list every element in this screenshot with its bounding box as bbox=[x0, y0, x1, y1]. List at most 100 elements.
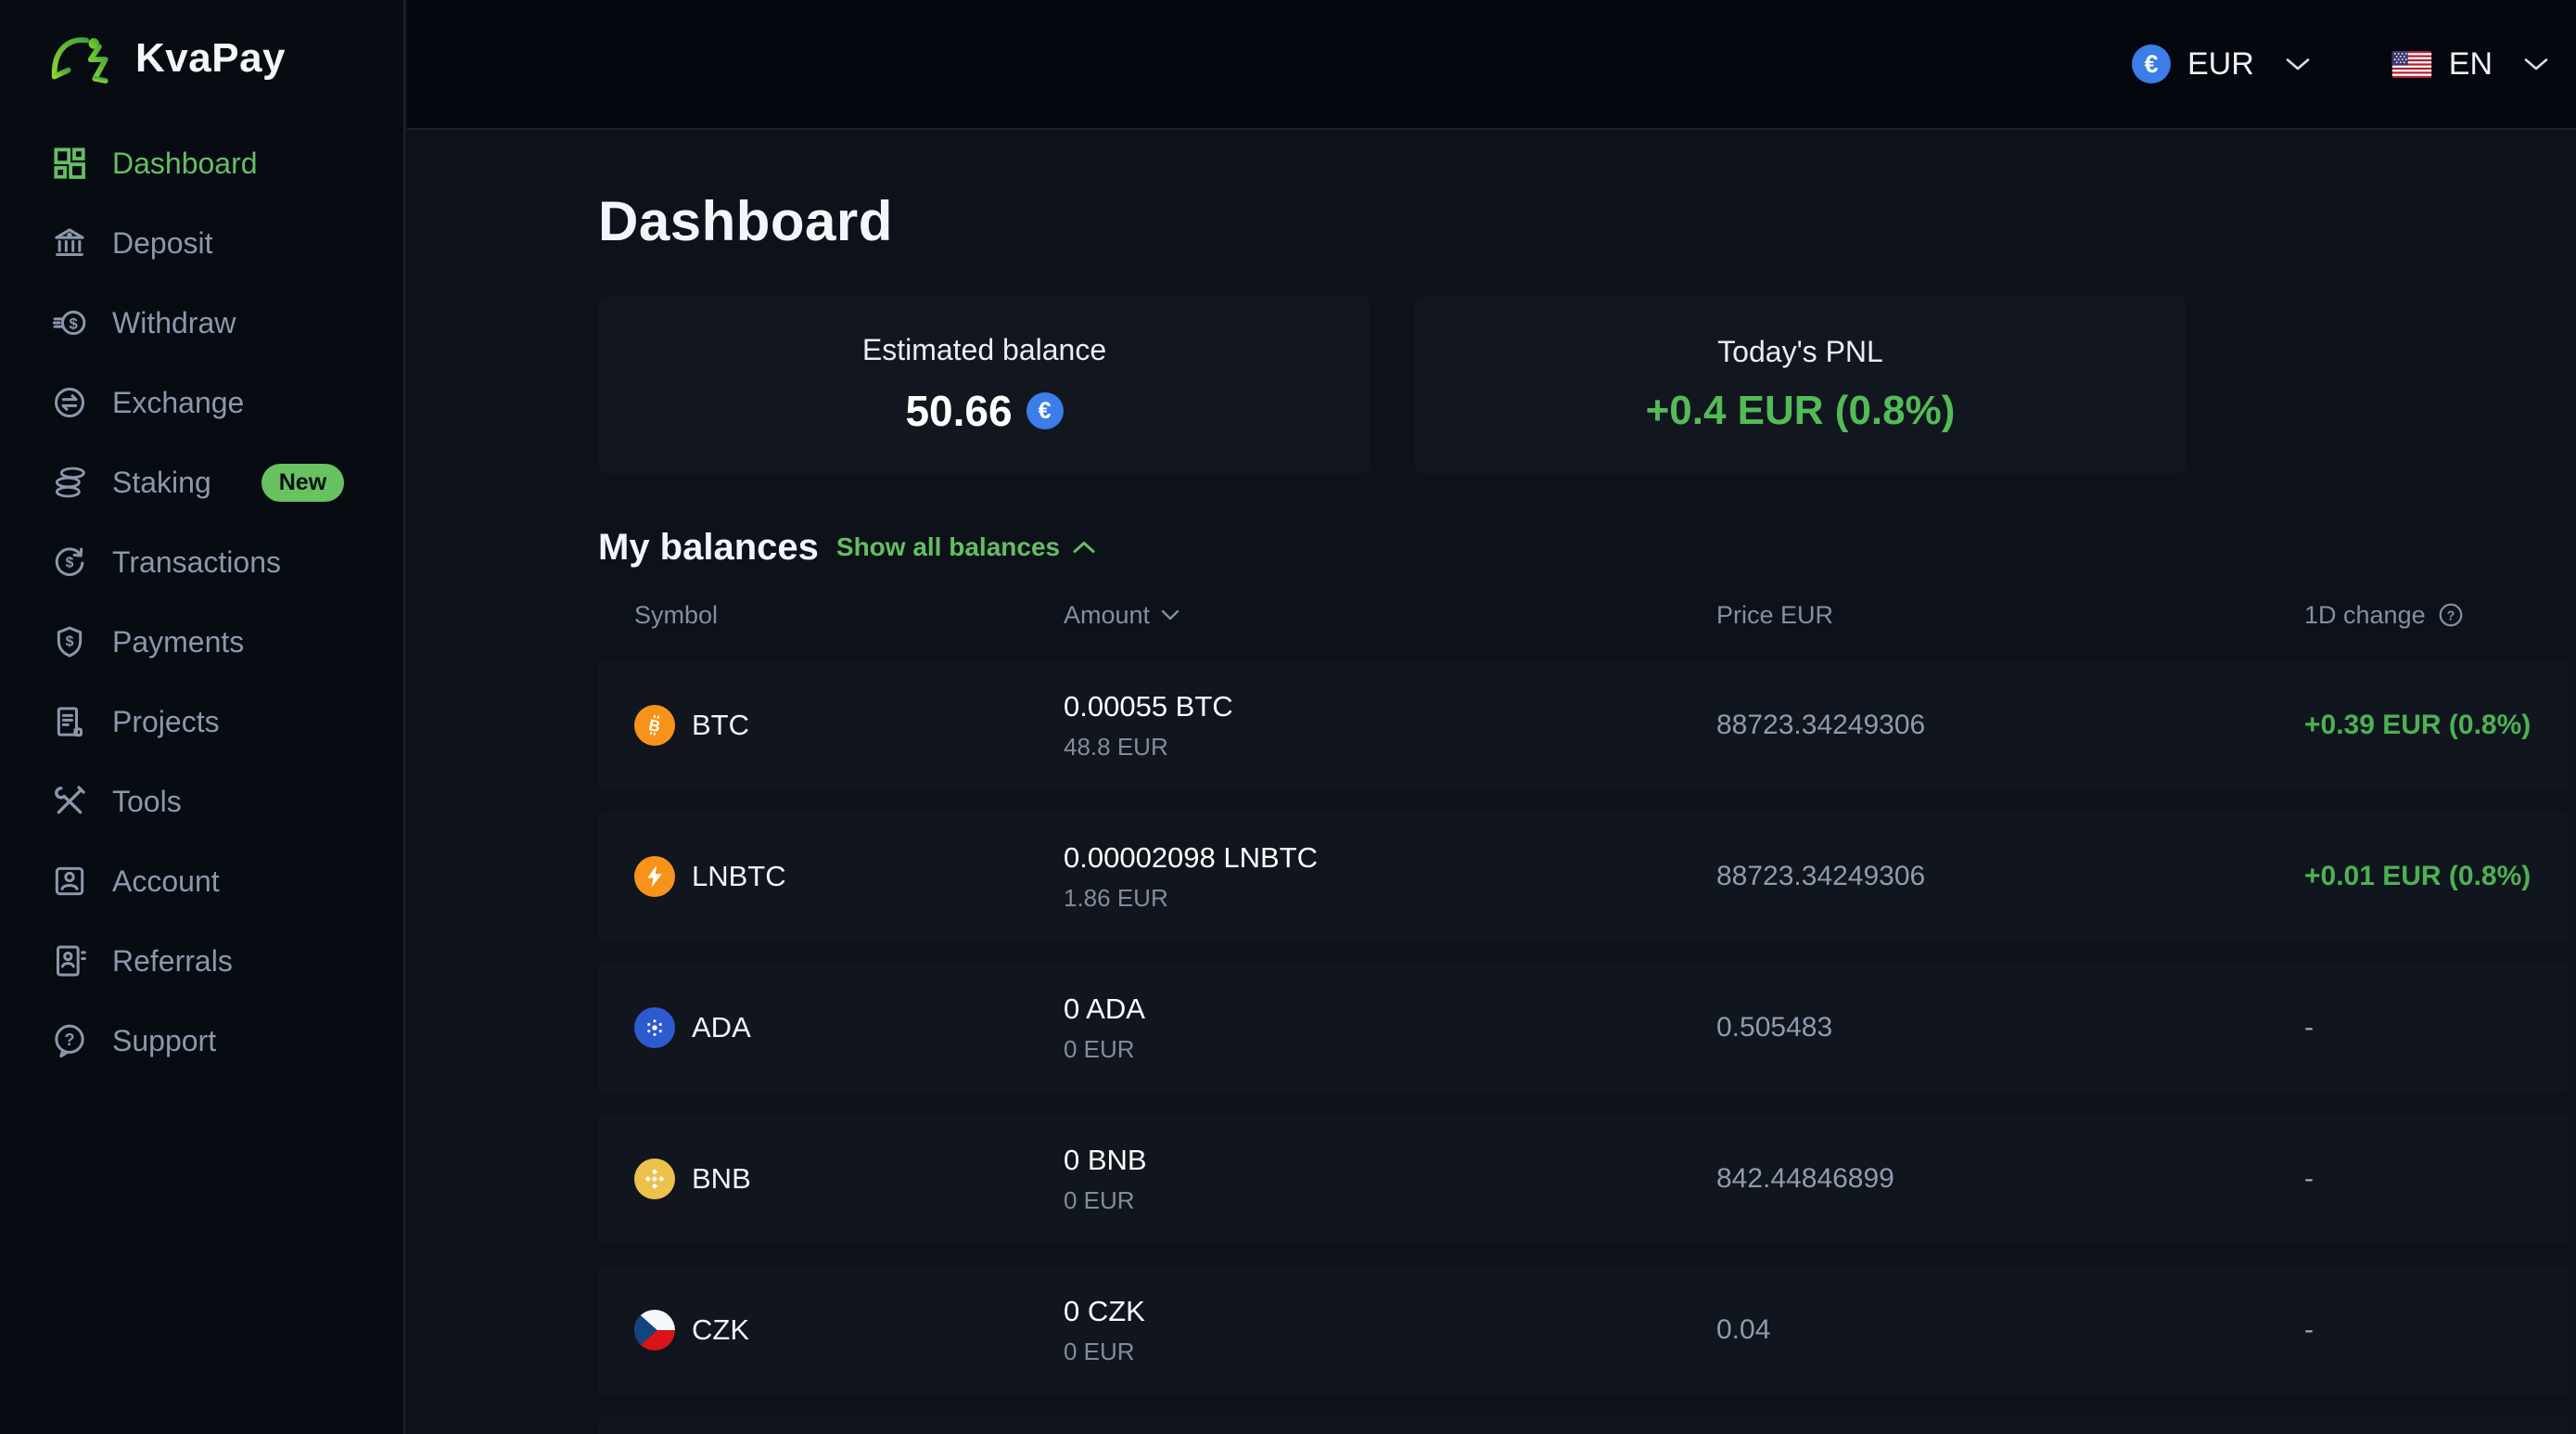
sidebar-item-dashboard[interactable]: Dashboard bbox=[0, 135, 403, 191]
column-symbol: Symbol bbox=[634, 600, 719, 629]
sidebar-item-label: Projects bbox=[112, 704, 220, 738]
coin-stack-icon bbox=[51, 464, 88, 501]
sidebar-item-label: Withdraw bbox=[112, 305, 236, 339]
help-bubble-icon: ? bbox=[51, 1022, 88, 1059]
sidebar-item-label: Referrals bbox=[112, 943, 233, 978]
sort-chevron-down-icon bbox=[1161, 609, 1180, 621]
lightning-btc-icon bbox=[634, 856, 675, 897]
balance-row-czk[interactable]: CZK 0 CZK 0 EUR 0.04 - bbox=[598, 1265, 2569, 1395]
amount-cell: 0 CZK 0 EUR bbox=[1064, 1294, 1145, 1365]
svg-text:$: $ bbox=[66, 556, 74, 571]
symbol-cell: LNBTC bbox=[634, 856, 1064, 897]
topbar: € EUR EN bbox=[407, 0, 2576, 130]
currency-selector[interactable]: € EUR bbox=[2131, 45, 2310, 83]
euro-coin-icon: € bbox=[1026, 392, 1064, 429]
balances-title: My balances bbox=[598, 526, 819, 568]
amount-cell: 0.00055 BTC 48.8 EUR bbox=[1064, 689, 1233, 761]
exchange-arrows-icon bbox=[51, 384, 88, 421]
balance-row-partial bbox=[598, 1416, 2569, 1434]
amount-cell: 0 ADA 0 EUR bbox=[1064, 992, 1145, 1063]
kvapay-frog-icon bbox=[50, 30, 121, 87]
estimated-balance-card: Estimated balance 50.66 € bbox=[598, 296, 1371, 473]
sidebar-item-label: Support bbox=[112, 1023, 217, 1057]
cardano-icon bbox=[634, 1007, 675, 1048]
chevron-down-icon bbox=[2524, 58, 2548, 71]
change-cell: +0.39 EUR (0.8%) bbox=[2304, 710, 2531, 740]
transactions-cycle-icon: $ bbox=[51, 544, 88, 581]
price-cell: 0.505483 bbox=[1716, 1012, 1833, 1043]
sidebar-item-withdraw[interactable]: $ Withdraw bbox=[0, 295, 403, 351]
bank-icon bbox=[51, 224, 88, 262]
brand-name: KvaPay bbox=[135, 35, 287, 81]
help-circle-icon[interactable]: ? bbox=[2437, 601, 2465, 629]
sidebar-item-staking[interactable]: Staking New bbox=[0, 455, 403, 510]
svg-text:?: ? bbox=[2446, 608, 2455, 623]
symbol-cell: CZK bbox=[634, 1310, 1064, 1351]
sidebar-nav: Dashboard Deposit $ Withdraw bbox=[0, 135, 403, 1093]
svg-text:$: $ bbox=[70, 314, 79, 332]
estimated-balance-value: 50.66 € bbox=[905, 386, 1064, 436]
sidebar-item-label: Deposit bbox=[112, 225, 213, 260]
column-amount-sort[interactable]: Amount bbox=[1064, 601, 1716, 630]
change-cell: - bbox=[2304, 1163, 2314, 1194]
svg-text:$: $ bbox=[66, 634, 74, 650]
binance-icon bbox=[634, 1159, 675, 1199]
language-code: EN bbox=[2448, 45, 2493, 82]
change-cell: +0.01 EUR (0.8%) bbox=[2304, 861, 2531, 891]
language-selector[interactable]: EN bbox=[2391, 46, 2548, 83]
chevron-down-icon bbox=[2286, 58, 2310, 71]
sidebar-item-label: Account bbox=[112, 864, 220, 898]
sidebar: KvaPay Dashboard Deposit bbox=[0, 0, 405, 1434]
change-cell: - bbox=[2304, 1012, 2314, 1043]
page-title: Dashboard bbox=[598, 190, 893, 252]
sidebar-item-payments[interactable]: $ Payments bbox=[0, 614, 403, 670]
sidebar-item-referrals[interactable]: Referrals bbox=[0, 933, 403, 989]
balance-row-lnbtc[interactable]: LNBTC 0.00002098 LNBTC 1.86 EUR 88723.34… bbox=[598, 812, 2569, 941]
sidebar-item-label: Exchange bbox=[112, 385, 245, 419]
column-price: Price EUR bbox=[1716, 600, 1834, 629]
todays-pnl-card: Today's PNL +0.4 EUR (0.8%) bbox=[1414, 296, 2187, 473]
estimated-balance-title: Estimated balance bbox=[861, 333, 1107, 366]
symbol-cell: BNB bbox=[634, 1159, 1064, 1199]
chevron-up-icon bbox=[1073, 541, 1095, 554]
symbol-cell: ADA bbox=[634, 1007, 1064, 1048]
brand-logo[interactable]: KvaPay bbox=[50, 30, 286, 87]
todays-pnl-value: +0.4 EUR (0.8%) bbox=[1645, 388, 1956, 433]
sidebar-item-exchange[interactable]: Exchange bbox=[0, 375, 403, 430]
balances-header: My balances Show all balances bbox=[598, 525, 2576, 570]
currency-code: EUR bbox=[2187, 45, 2254, 82]
balance-row-btc[interactable]: B BTC 0.00055 BTC 48.8 EUR 88723.3424930… bbox=[598, 660, 2569, 790]
change-cell: - bbox=[2304, 1314, 2314, 1345]
withdraw-dollar-icon: $ bbox=[51, 304, 88, 341]
account-card-icon bbox=[51, 863, 88, 900]
document-icon bbox=[51, 703, 88, 740]
sidebar-item-projects[interactable]: Projects bbox=[0, 694, 403, 749]
sidebar-item-tools[interactable]: Tools bbox=[0, 774, 403, 829]
sidebar-item-account[interactable]: Account bbox=[0, 853, 403, 909]
dashboard-grid-icon bbox=[51, 145, 88, 182]
contact-book-icon bbox=[51, 942, 88, 979]
sidebar-item-label: Dashboard bbox=[112, 146, 258, 180]
btc-icon: B bbox=[634, 705, 675, 746]
svg-text:B: B bbox=[647, 716, 662, 736]
sidebar-item-label: Transactions bbox=[112, 544, 281, 579]
sidebar-item-transactions[interactable]: $ Transactions bbox=[0, 534, 403, 590]
shield-dollar-icon: $ bbox=[51, 623, 88, 660]
price-cell: 88723.34249306 bbox=[1716, 710, 1926, 740]
euro-coin-icon: € bbox=[2131, 45, 2171, 83]
tools-icon bbox=[51, 783, 88, 820]
balance-row-bnb[interactable]: BNB 0 BNB 0 EUR 842.44846899 - bbox=[598, 1114, 2569, 1244]
sidebar-item-support[interactable]: ? Support bbox=[0, 1013, 403, 1069]
amount-cell: 0 BNB 0 EUR bbox=[1064, 1143, 1147, 1214]
sidebar-item-label: Tools bbox=[112, 784, 182, 818]
main-content: Dashboard Estimated balance 50.66 € Toda… bbox=[407, 132, 2576, 1434]
balance-row-ada[interactable]: ADA 0 ADA 0 EUR 0.505483 - bbox=[598, 963, 2569, 1093]
show-all-balances-toggle[interactable]: Show all balances bbox=[836, 532, 1095, 562]
new-badge: New bbox=[261, 463, 345, 502]
svg-text:?: ? bbox=[64, 1030, 74, 1049]
price-cell: 88723.34249306 bbox=[1716, 861, 1926, 891]
column-1d-change: 1D change ? bbox=[2304, 601, 2569, 630]
sidebar-item-deposit[interactable]: Deposit bbox=[0, 215, 403, 271]
sidebar-item-label: Staking bbox=[112, 465, 211, 499]
czech-flag-icon bbox=[634, 1310, 675, 1351]
